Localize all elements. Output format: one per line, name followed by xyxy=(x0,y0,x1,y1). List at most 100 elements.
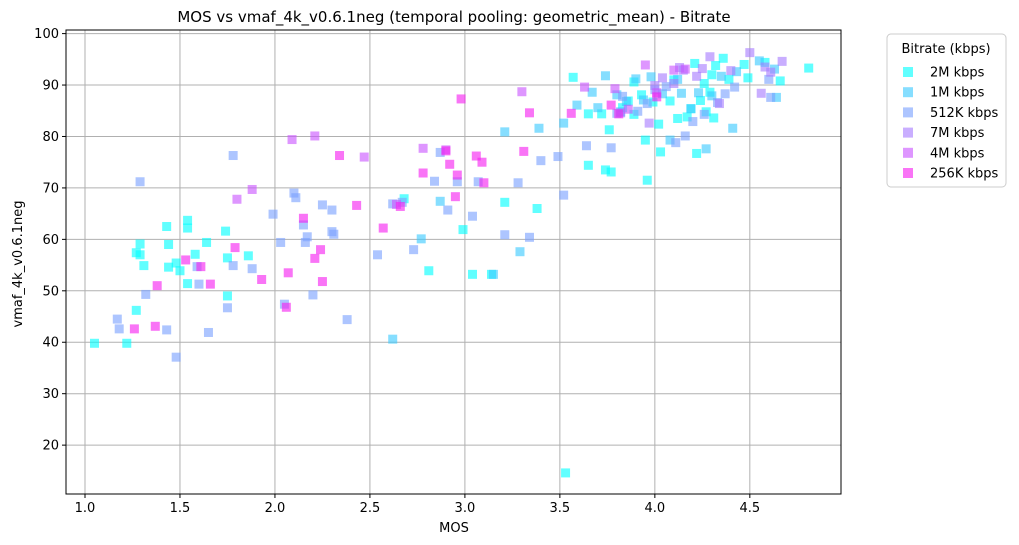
data-point xyxy=(606,143,616,153)
data-point xyxy=(221,226,231,236)
data-point xyxy=(479,178,489,188)
y-tick-label: 50 xyxy=(42,284,59,299)
data-point xyxy=(500,197,510,207)
data-point xyxy=(718,53,728,63)
y-tick-label: 60 xyxy=(42,233,59,248)
data-point xyxy=(388,334,398,344)
data-point xyxy=(688,117,698,127)
data-point xyxy=(606,167,616,177)
data-point xyxy=(247,264,257,274)
data-point xyxy=(692,71,702,81)
data-point xyxy=(680,64,690,74)
y-tick-label: 80 xyxy=(42,130,59,145)
data-point xyxy=(671,138,681,148)
data-point xyxy=(243,251,253,261)
data-point xyxy=(287,135,297,145)
data-point xyxy=(517,87,527,97)
data-point xyxy=(230,243,240,253)
data-point xyxy=(640,135,650,145)
x-tick-label: 1.0 xyxy=(75,501,96,516)
data-point xyxy=(329,229,339,239)
data-point xyxy=(583,160,593,170)
data-point xyxy=(705,52,715,62)
data-point xyxy=(435,196,445,206)
data-point xyxy=(720,89,730,99)
data-point xyxy=(317,200,327,210)
data-point xyxy=(621,97,631,107)
data-point xyxy=(637,90,647,100)
data-point xyxy=(669,65,679,75)
data-point xyxy=(623,104,633,114)
data-point xyxy=(644,118,654,128)
data-point xyxy=(612,90,622,100)
data-point xyxy=(524,108,534,118)
data-point xyxy=(352,200,362,210)
data-point xyxy=(164,262,174,272)
x-tick-label: 2.5 xyxy=(360,501,381,516)
y-axis-title: vmaf_4k_v0.6.1neg xyxy=(11,201,26,328)
legend-entries: 2M kbps 1M kbps 512K kbps 7M kbps 4M kbps 256… xyxy=(903,66,999,182)
data-point xyxy=(181,255,191,265)
data-point xyxy=(690,58,700,68)
data-point xyxy=(373,250,383,260)
data-point xyxy=(205,279,215,289)
data-point xyxy=(152,281,162,291)
data-point xyxy=(129,324,139,334)
data-point xyxy=(568,72,578,82)
data-point xyxy=(359,152,369,162)
data-point xyxy=(222,291,232,301)
data-point xyxy=(467,211,477,221)
data-point xyxy=(450,192,460,202)
data-point xyxy=(418,168,428,178)
data-point xyxy=(452,177,462,187)
data-point xyxy=(171,258,181,268)
data-point xyxy=(642,99,652,109)
legend-marker xyxy=(903,147,913,158)
data-point xyxy=(471,151,481,161)
data-point xyxy=(316,245,326,255)
series-4 xyxy=(232,60,690,209)
data-point xyxy=(409,245,419,255)
data-point xyxy=(228,261,238,271)
data-point xyxy=(764,74,774,84)
data-point xyxy=(739,59,749,69)
data-point xyxy=(610,84,620,94)
data-point xyxy=(618,91,628,101)
legend-label: 512K kbps xyxy=(930,106,999,121)
data-point xyxy=(458,225,468,235)
y-tick-label: 40 xyxy=(42,336,59,351)
data-point xyxy=(581,141,591,151)
data-point xyxy=(519,146,529,156)
data-point xyxy=(766,92,776,102)
data-point xyxy=(378,223,388,233)
data-point xyxy=(695,95,705,105)
data-point xyxy=(194,279,204,289)
data-point xyxy=(257,274,267,284)
data-point xyxy=(665,96,675,106)
data-point xyxy=(317,277,327,287)
data-point xyxy=(699,109,709,119)
data-point xyxy=(513,178,523,188)
data-point xyxy=(587,87,597,97)
data-point xyxy=(699,78,709,88)
data-point xyxy=(604,125,614,135)
data-point xyxy=(150,321,160,331)
data-point xyxy=(452,170,462,180)
data-point xyxy=(777,56,787,66)
data-point xyxy=(754,56,764,66)
data-point xyxy=(515,247,525,257)
data-point xyxy=(418,143,428,153)
data-point xyxy=(247,184,257,194)
legend-marker xyxy=(903,168,913,178)
data-point xyxy=(300,237,310,247)
data-point xyxy=(561,468,571,478)
y-tick-label: 30 xyxy=(42,387,59,402)
data-point xyxy=(310,131,320,141)
data-point xyxy=(559,118,569,128)
data-point xyxy=(676,88,686,98)
x-tick-label: 2.0 xyxy=(265,501,286,516)
data-point xyxy=(141,289,151,299)
data-point xyxy=(656,147,666,157)
legend-marker xyxy=(903,127,913,138)
